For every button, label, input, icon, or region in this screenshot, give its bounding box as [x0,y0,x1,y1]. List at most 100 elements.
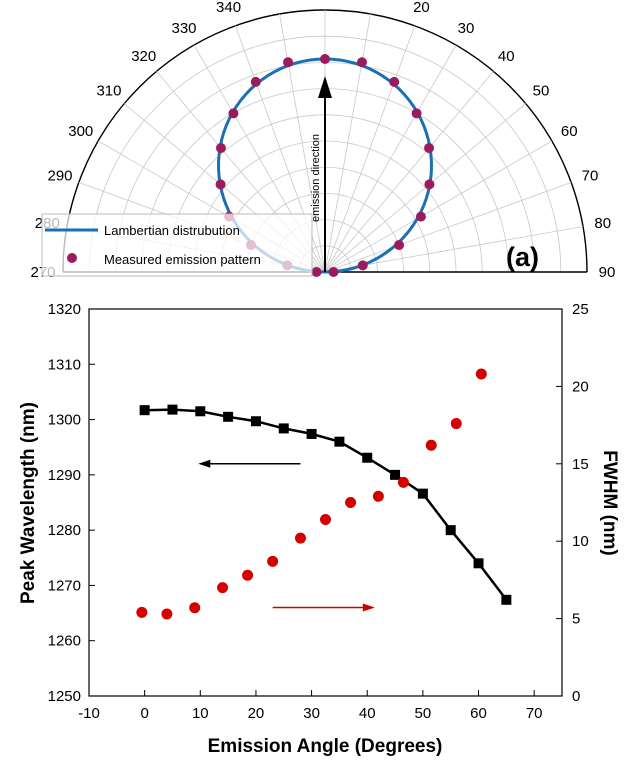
polar-angle-tick: 80 [594,215,611,232]
polar-angle-tick: 290 [47,168,72,185]
fwhm-point [425,439,437,451]
legend-line-label: Lambertian distrubution [104,223,240,238]
wavelength-point [501,594,512,605]
wavelength-point [278,423,289,434]
polar-angle-tick: 330 [171,20,196,37]
polar-spoke [324,13,371,273]
x-tick-label: 20 [248,705,265,722]
measured-point [415,211,426,222]
left-y-tick-label: 1250 [48,688,81,705]
x-axis-ticks: -10 0 10 20 30 40 50 60 70 [78,690,543,722]
polar-spoke [324,44,457,273]
fwhm-point [450,418,462,430]
right-y-tick-label: 15 [572,456,589,473]
measured-point [311,267,322,277]
polar-angle-tick: 340 [216,0,241,16]
polar-angle-tick: 90 [599,264,616,281]
wavelength-point [250,416,261,427]
wavelength-point [473,558,484,569]
polar-angle-tick: 310 [96,83,121,100]
fwhm-point [267,555,279,567]
polar-spoke [324,25,415,273]
right-y-axis-label: FWHM (nm) [599,450,620,556]
right-y-tick-label: 5 [572,611,580,628]
legend-marker-swatch [67,253,77,263]
left-y-tick-label: 1290 [48,467,81,484]
x-tick-label: 10 [192,705,209,722]
wavelength-point [417,488,428,499]
measured-point [215,179,226,190]
wavelength-point [223,411,234,422]
x-tick-label: -10 [78,705,100,722]
measured-point [228,108,239,119]
fwhm-points [136,368,487,620]
polar-angle-tick: 30 [458,20,475,37]
polar-spoke [324,140,553,273]
x-tick-label: 40 [359,705,376,722]
polar-angle-tick: 20 [413,0,430,16]
x-tick-label: 70 [526,705,543,722]
measured-point [424,179,435,190]
measured-point [424,142,435,153]
measured-point [394,240,405,251]
polar-angle-tick: 10 [366,0,383,3]
measured-point [320,54,330,64]
right-y-tick-label: 25 [572,301,589,318]
x-tick-label: 50 [415,705,432,722]
measured-point [389,76,400,87]
fwhm-point [136,606,148,618]
measured-point [411,108,422,119]
x-tick-label: 30 [303,705,320,722]
fwhm-point [189,602,201,614]
emission-direction-arrow [318,76,332,272]
axis-arrows [198,459,375,612]
polar-angle-ticks: 2702802903003103203303403500102030405060… [30,0,615,281]
measured-point [250,76,261,87]
wavelength-point [306,428,317,439]
fwhm-point [294,532,306,544]
scatter-plot: -10 0 10 20 30 40 50 60 70 125012601270128012901… [18,301,620,757]
right-y-tick-label: 0 [572,688,580,705]
right-y-tick-label: 20 [572,378,589,395]
polar-spoke [324,103,526,273]
axis-arrow-head [362,603,375,612]
fwhm-point [475,368,487,380]
fwhm-point [372,490,384,502]
polar-spoke [279,13,326,273]
emission-direction-label: emission direction [310,134,322,222]
left-y-axis-label: Peak Wavelength (nm) [18,402,39,604]
left-y-tick-label: 1320 [48,301,81,318]
fwhm-point [161,608,173,620]
measured-point [215,142,226,153]
wavelength-point [390,469,401,480]
left-y-tick-label: 1260 [48,633,81,650]
panel-label: (a) [506,242,539,272]
wavelength-point [195,406,206,417]
axis-arrow-head [198,459,211,468]
legend-marker-label: Measured emission pattern [104,252,261,267]
left-y-tick-label: 1280 [48,522,81,539]
fwhm-point [217,582,229,594]
measured-point [356,57,367,68]
fwhm-point [397,476,409,488]
polar-spoke [324,71,494,273]
polar-angle-tick: 320 [131,48,156,65]
polar-legend: Lambertian distrubution Measured emissio… [41,213,313,277]
x-tick-label: 60 [470,705,487,722]
fwhm-point [320,514,331,526]
polar-plot: 2702802903003103203303403500102030405060… [30,0,615,281]
right-y-tick-label: 10 [572,533,589,550]
measured-point [357,260,368,271]
polar-angle-tick: 40 [498,48,515,65]
wavelength-point [362,452,373,463]
left-y-tick-label: 1300 [48,412,81,429]
left-y-tick-label: 1270 [48,577,81,594]
wavelength-point [167,404,178,415]
right-y-axis-ticks: 0 5 10 15 20 25 [556,301,589,705]
x-tick-label: 0 [140,705,148,722]
wavelength-points [139,404,512,605]
fwhm-point [242,569,254,581]
polar-angle-tick: 50 [533,83,550,100]
plot-frame [88,308,563,697]
